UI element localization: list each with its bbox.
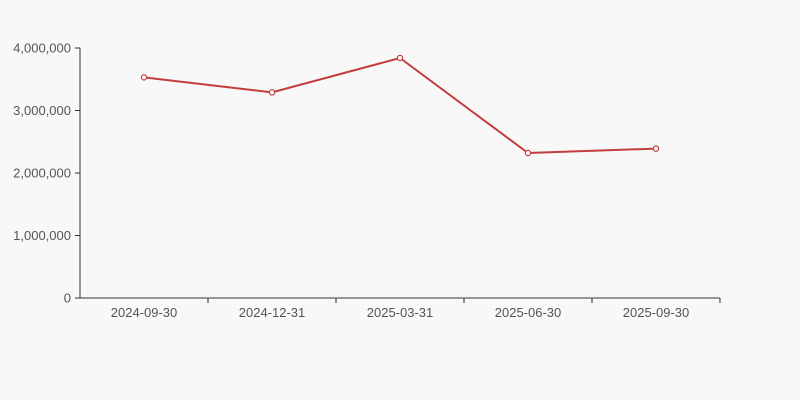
y-axis-tick-label: 1,000,000 [13, 228, 71, 243]
data-point-marker[interactable] [140, 74, 148, 81]
data-point-marker[interactable] [396, 54, 404, 62]
y-axis-tick-label: 3,000,000 [13, 103, 71, 118]
y-axis-tick-label: 4,000,000 [13, 41, 71, 56]
x-axis-tick-label: 2024-09-30 [111, 305, 178, 320]
x-axis-tick-label: 2024-12-31 [239, 305, 306, 320]
data-point-marker[interactable] [524, 149, 532, 157]
x-axis-tick-label: 2025-03-31 [367, 305, 434, 320]
data-point-marker[interactable] [268, 89, 276, 96]
series-line [143, 57, 657, 154]
x-axis-tick-label: 2025-09-30 [623, 305, 690, 320]
data-point-marker[interactable] [652, 145, 660, 152]
y-axis-tick-label: 2,000,000 [13, 166, 71, 181]
y-axis-tick-label: 0 [64, 291, 71, 306]
x-axis-tick-label: 2025-06-30 [495, 305, 562, 320]
